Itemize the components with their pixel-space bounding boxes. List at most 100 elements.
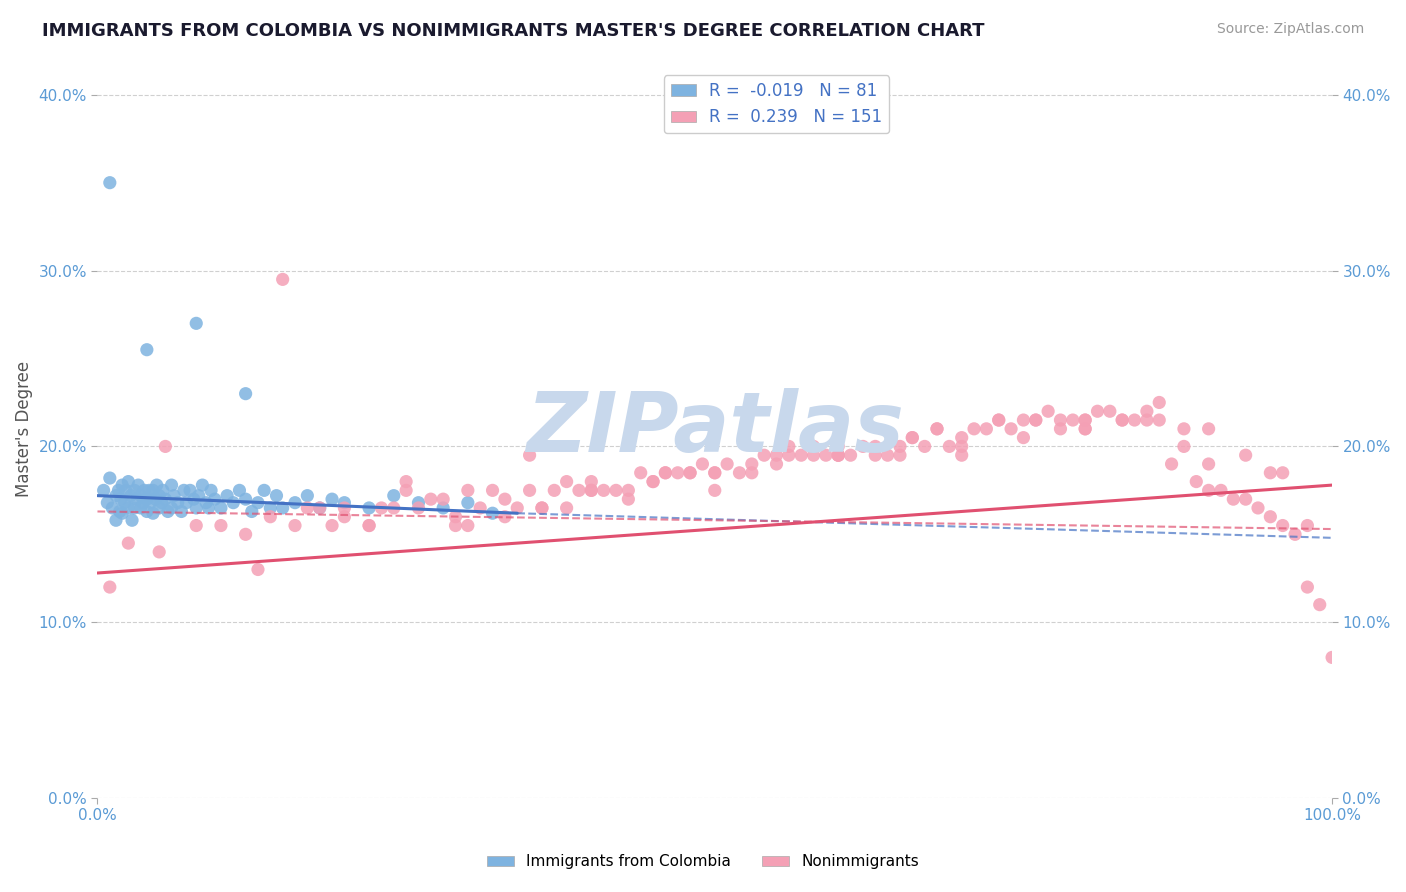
Point (914, 439, 936, 453)
Point (246, 496, 269, 510)
Point (1271, 518, 1294, 533)
Point (271, 272, 294, 286)
Point (104, 489, 127, 503)
Point (419, 492, 441, 507)
Point (1111, 413, 1133, 427)
Point (110, 492, 132, 507)
Point (155, 492, 177, 507)
Point (432, 492, 454, 507)
Point (240, 504, 263, 518)
Point (209, 518, 232, 533)
Point (1074, 422, 1097, 436)
Point (359, 518, 381, 533)
Text: IMMIGRANTS FROM COLOMBIA VS NONIMMIGRANTS MASTER'S DEGREE CORRELATION CHART: IMMIGRANTS FROM COLOMBIA VS NONIMMIGRANT… (42, 22, 984, 40)
Point (925, 422, 948, 436)
Point (222, 496, 245, 510)
Point (408, 496, 430, 510)
Point (129, 489, 152, 503)
Point (741, 457, 763, 471)
Point (692, 457, 714, 471)
Point (1049, 422, 1071, 436)
Point (142, 483, 165, 498)
Point (148, 489, 170, 503)
Point (679, 466, 702, 480)
Point (134, 483, 156, 498)
Point (827, 448, 849, 462)
Point (827, 439, 849, 453)
Point (530, 500, 553, 515)
Point (121, 513, 143, 527)
Point (889, 439, 911, 453)
Point (139, 496, 162, 510)
Point (592, 483, 614, 498)
Point (803, 448, 825, 462)
Point (138, 483, 160, 498)
Point (108, 504, 131, 518)
Point (1000, 422, 1022, 436)
Point (814, 448, 837, 462)
Point (186, 518, 208, 533)
Point (321, 492, 343, 507)
Point (852, 439, 875, 453)
Point (555, 500, 578, 515)
Point (1222, 492, 1244, 507)
Point (187, 489, 209, 503)
Point (359, 518, 381, 533)
Point (1123, 413, 1146, 427)
Point (703, 466, 725, 480)
Point (444, 518, 467, 533)
Point (654, 466, 676, 480)
Point (132, 496, 155, 510)
Point (1087, 404, 1109, 418)
Point (253, 483, 276, 498)
Point (1025, 413, 1047, 427)
Point (1136, 404, 1159, 418)
Point (1012, 431, 1035, 445)
Point (96, 496, 118, 510)
Point (104, 513, 127, 527)
Point (179, 483, 201, 498)
Point (1209, 483, 1232, 498)
Point (120, 489, 142, 503)
Point (641, 475, 664, 489)
Point (98, 176, 121, 190)
Point (145, 478, 167, 492)
Point (135, 343, 157, 357)
Point (1198, 422, 1220, 436)
Point (1234, 492, 1257, 507)
Point (321, 518, 343, 533)
Point (1247, 500, 1270, 515)
Point (938, 439, 960, 453)
Point (765, 448, 787, 462)
Point (150, 496, 173, 510)
Point (284, 496, 307, 510)
Point (259, 509, 281, 524)
Point (1012, 413, 1035, 427)
Point (494, 509, 516, 524)
Point (173, 483, 195, 498)
Point (963, 422, 986, 436)
Point (408, 500, 430, 515)
Point (217, 489, 239, 503)
Point (987, 413, 1010, 427)
Point (506, 500, 529, 515)
Point (1147, 395, 1170, 409)
Point (654, 466, 676, 480)
Point (98, 580, 121, 594)
Point (1160, 457, 1182, 471)
Point (170, 504, 193, 518)
Point (117, 500, 139, 515)
Point (530, 500, 553, 515)
Point (901, 431, 924, 445)
Point (259, 500, 281, 515)
Point (617, 492, 640, 507)
Point (1320, 650, 1343, 665)
Point (1111, 413, 1133, 427)
Point (976, 422, 998, 436)
Point (235, 492, 257, 507)
Point (271, 500, 294, 515)
Legend: R =  -0.019   N = 81, R =  0.239   N = 151: R = -0.019 N = 81, R = 0.239 N = 151 (664, 75, 889, 133)
Point (124, 500, 146, 515)
Point (581, 483, 603, 498)
Point (519, 448, 541, 462)
